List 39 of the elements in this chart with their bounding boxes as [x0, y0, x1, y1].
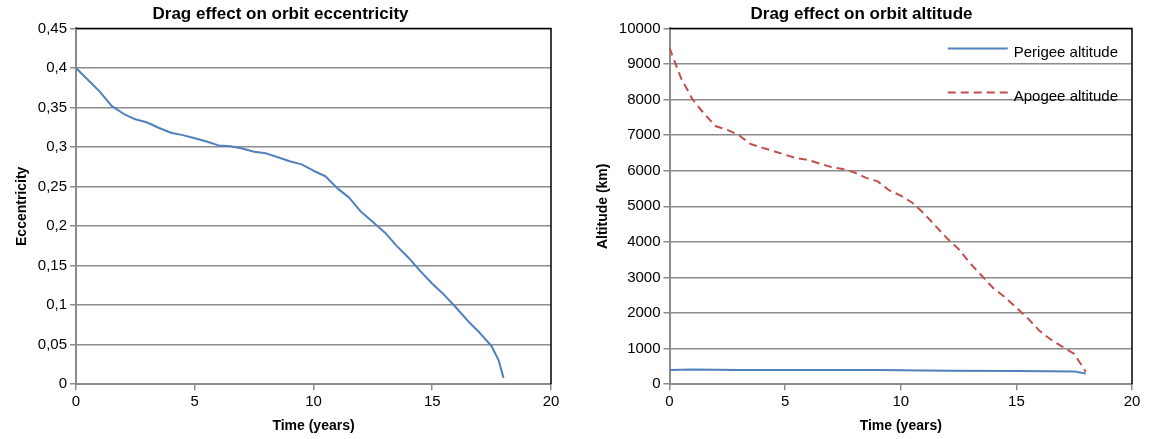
y-tick-label: 0,45: [37, 18, 67, 36]
y-tick-label: 9000: [627, 54, 661, 72]
chart-title: Drag effect on orbit altitude: [750, 3, 973, 23]
y-tick-label: 0,25: [37, 176, 67, 194]
x-axis-title: Time (years): [272, 417, 355, 434]
x-tick-label: 20: [1123, 392, 1141, 410]
y-tick-label: 0: [58, 374, 67, 392]
x-tick-label: 0: [665, 392, 674, 410]
y-tick-label: 0,2: [46, 216, 67, 234]
x-tick-label: 10: [892, 392, 910, 410]
y-tick-label: 6000: [627, 160, 661, 178]
x-axis-title: Time (years): [859, 417, 942, 434]
x-tick-label: 15: [423, 392, 441, 410]
y-tick-label: 0,1: [46, 295, 67, 313]
legend-label: Perigee altitude: [1013, 42, 1118, 60]
x-tick-label: 5: [190, 392, 199, 410]
y-axis-title: Altitude (km): [594, 163, 611, 250]
y-tick-label: 4000: [627, 232, 661, 250]
y-tick-label: 5000: [627, 196, 661, 214]
y-tick-label: 0: [652, 374, 661, 392]
y-tick-label: 0,15: [37, 255, 67, 273]
y-tick-label: 0,35: [37, 97, 67, 115]
x-tick-label: 0: [71, 392, 81, 410]
y-tick-label: 10000: [618, 18, 661, 36]
y-axis-title: Eccentricity: [13, 166, 30, 246]
y-tick-label: 3000: [627, 267, 661, 285]
y-tick-label: 1000: [627, 338, 661, 356]
x-tick-label: 5: [780, 392, 790, 410]
y-tick-label: 0,3: [46, 137, 67, 155]
y-tick-label: 8000: [627, 89, 661, 107]
y-tick-label: 2000: [627, 303, 661, 321]
x-tick-label: 15: [1008, 392, 1025, 410]
y-tick-label: 0,4: [46, 58, 67, 76]
y-tick-label: 7000: [627, 125, 661, 143]
y-tick-label: 0,05: [37, 334, 67, 352]
x-tick-label: 20: [542, 392, 560, 410]
x-tick-label: 10: [305, 392, 322, 410]
chart-title: Drag effect on orbit eccentricity: [152, 3, 410, 23]
legend-label: Apogee altitude: [1013, 86, 1119, 104]
